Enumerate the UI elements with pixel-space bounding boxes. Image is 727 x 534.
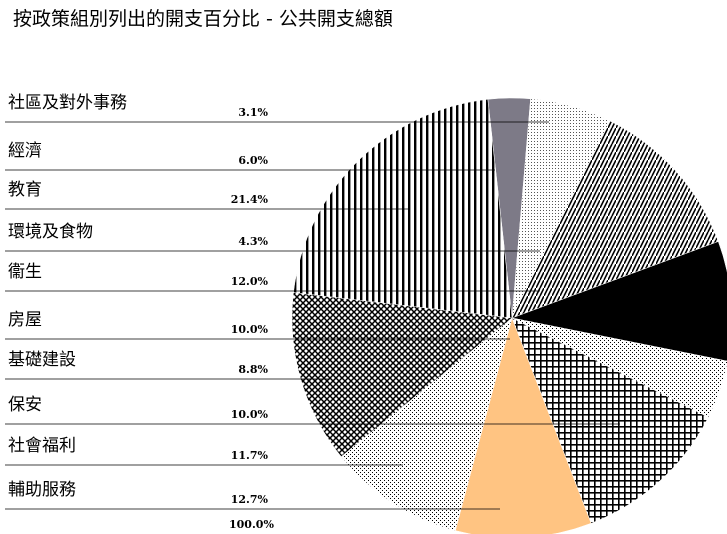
- legend-label-5: 衞生: [8, 262, 42, 282]
- legend: 社區及對外事務 3.1% 經濟 6.0% 教育 21.4% 環境及食物 4.3% 衞生 12.0%…: [5, 93, 620, 510]
- pie-slices: [291, 97, 727, 534]
- legend-value-2: 6.0%: [238, 154, 268, 167]
- legend-value-3: 21.4%: [231, 193, 269, 206]
- chart-title: 按政策組別列出的開支百分比 - 公共開支總額: [13, 8, 393, 30]
- legend-value-4: 4.3%: [238, 235, 268, 248]
- legend-label-8: 保安: [8, 395, 42, 415]
- legend-label-4: 環境及食物: [8, 222, 93, 242]
- legend-label-2: 經濟: [8, 141, 42, 161]
- legend-value-1: 3.1%: [238, 106, 268, 119]
- legend-value-8: 10.0%: [231, 408, 269, 421]
- pie-slice-7: [511, 241, 727, 362]
- legend-label-7: 基礎建設: [8, 350, 76, 370]
- legend-value-9: 11.7%: [231, 449, 269, 462]
- pie-slice-5: [511, 120, 719, 319]
- legend-label-1: 社區及對外事務: [8, 93, 127, 113]
- legend-label-3: 教育: [8, 180, 42, 200]
- total-label: 100.0%: [229, 518, 274, 531]
- legend-label-10: 輔助服務: [8, 480, 76, 500]
- pie-slice-8: [454, 317, 592, 534]
- legend-label-6: 房屋: [8, 310, 42, 330]
- legend-value-7: 8.8%: [238, 363, 268, 376]
- legend-value-6: 10.0%: [231, 323, 269, 336]
- legend-value-5: 12.0%: [231, 275, 269, 288]
- pie-slice-9: [511, 317, 709, 524]
- legend-label-9: 社會福利: [8, 436, 76, 456]
- legend-value-10: 12.7%: [231, 493, 269, 506]
